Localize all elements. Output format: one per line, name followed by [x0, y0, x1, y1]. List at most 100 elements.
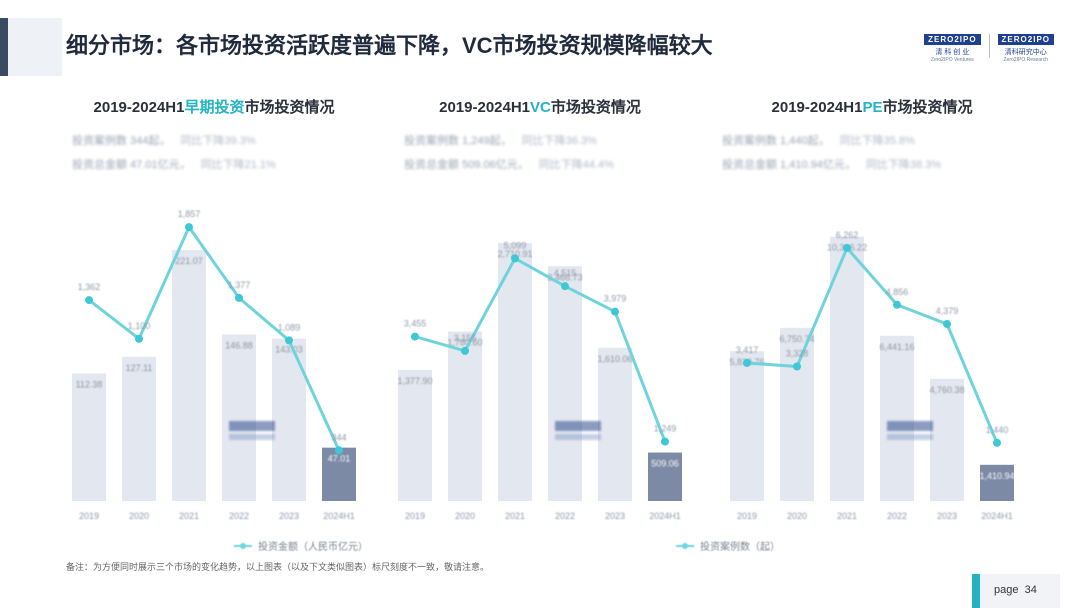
bar — [322, 447, 356, 501]
page-number-box: page 34 — [980, 574, 1060, 608]
logo-mark: ZERO2IPO — [924, 34, 981, 45]
bar-value-label: 6,441.16 — [879, 342, 914, 352]
bar — [830, 236, 864, 501]
bar — [72, 373, 106, 501]
series-line-deals — [746, 245, 999, 444]
watermark-logo — [229, 421, 275, 431]
chart-panel-pe: 2019-2024H1PE市场投资情况 投资案例数 1,440起， 同比下降35.… — [702, 96, 1042, 536]
zero2ipo-research-logo: ZERO2IPO 清科研究中心 Zero2IPO Research — [997, 34, 1054, 63]
line-point — [793, 362, 801, 371]
series-line-deals — [88, 224, 341, 451]
x-tick-label: 2024H1 — [323, 511, 355, 521]
stat-amount: 投资总金额 47.01亿元， 同比下降21.1% — [72, 159, 276, 171]
legend-line: 投资案例数（起） — [676, 538, 780, 553]
chart-title: 2019-2024H1VC市场投资情况 — [370, 96, 710, 117]
bar-value-label: 143.03 — [275, 345, 303, 355]
combo-chart-svg: 112.38 2019 127.11 2020 221.07 2021 146.88 2022… — [72, 209, 356, 521]
watermark-logo-subtext — [887, 434, 933, 440]
chart-title-prefix: 2019-2024H1 — [439, 99, 531, 116]
bar-value-label: 127.11 — [126, 363, 153, 373]
line-point — [561, 282, 569, 291]
bar — [648, 452, 682, 501]
chart-title-highlight: 早期投资 — [184, 99, 245, 116]
logo-en-text: Zero2IPO Research — [1003, 57, 1048, 63]
line-value-label: 5,099 — [504, 240, 527, 250]
line-point — [993, 438, 1001, 447]
line-value-label: 1,100 — [128, 321, 151, 331]
bar — [980, 464, 1014, 501]
line-point — [943, 320, 951, 329]
line-point — [461, 346, 469, 355]
header-band — [0, 18, 62, 76]
legend-bar: 投资金额（人民币亿元） — [234, 538, 368, 553]
chart-title-prefix: 2019-2024H1 — [93, 99, 185, 116]
page-accent-bar — [972, 574, 980, 608]
x-tick-label: 2021 — [179, 511, 199, 521]
bar-value-label: 1,610.06 — [597, 354, 632, 364]
stat-deals: 投资案例数 1,440起， 同比下降35.8% — [722, 135, 915, 147]
x-tick-label: 2019 — [737, 511, 757, 521]
x-tick-label: 2024H1 — [981, 511, 1013, 521]
watermark-logo — [887, 421, 933, 431]
line-value-label: 1,249 — [654, 424, 677, 434]
line-value-label: 344 — [331, 432, 346, 442]
bar-value-label: 221.07 — [175, 256, 203, 266]
line-value-label: 1,857 — [178, 209, 201, 219]
stat-amount: 投资总金额 509.06亿元， 同比下降44.4% — [404, 159, 614, 171]
bar-value-label: 2,466.73 — [547, 272, 582, 282]
bar — [122, 356, 156, 501]
chart-title: 2019-2024H1早期投资市场投资情况 — [44, 96, 384, 117]
line-point — [285, 336, 293, 345]
header-accent-bar — [0, 18, 8, 76]
line-value-label: 3,417 — [736, 345, 759, 355]
stat-deals: 投资案例数 1,249起， 同比下降36.3% — [404, 135, 597, 147]
chart-title-suffix: 市场投资情况 — [244, 99, 335, 116]
line-value-label: 4,856 — [886, 287, 909, 297]
line-point — [511, 254, 519, 263]
x-tick-label: 2020 — [129, 511, 149, 521]
line-point — [135, 334, 143, 343]
line-point — [743, 358, 751, 367]
chart-title-prefix: 2019-2024H1 — [771, 99, 863, 116]
page-title: 细分市场：各市场投资活跃度普遍下降，VC市场投资规模降幅较大 — [66, 33, 713, 58]
bar-value-label: 1,377.90 — [397, 376, 432, 386]
bar-value-label: 1,780.60 — [447, 338, 482, 348]
line-value-label: 1,089 — [278, 322, 301, 332]
line-value-label: 3,328 — [786, 349, 809, 359]
line-value-label: 4,379 — [936, 306, 959, 316]
x-tick-label: 2022 — [229, 511, 249, 521]
legend-swatch — [676, 542, 694, 549]
bar-value-label: 6,750.74 — [779, 334, 814, 344]
line-value-label: 3,455 — [404, 319, 427, 329]
x-tick-label: 2020 — [455, 511, 475, 521]
bar-value-label: 2,710.91 — [497, 249, 532, 259]
bar-value-label: 146.88 — [225, 340, 253, 350]
bar-value-label: 509.06 — [651, 459, 679, 469]
line-point — [85, 296, 93, 305]
bar — [780, 327, 814, 501]
logo-divider — [988, 34, 990, 58]
legend-swatch — [234, 542, 252, 549]
bar — [172, 250, 206, 501]
line-value-label: 3,155 — [454, 333, 477, 343]
bar — [598, 347, 632, 501]
brand-logos: ZERO2IPO 清 科 创 业 Zero2IPO Ventures ZERO2… — [924, 34, 1054, 63]
line-value-label: 1,377 — [228, 280, 251, 290]
bar-value-label: 47.01 — [328, 454, 351, 464]
x-tick-label: 2023 — [279, 511, 299, 521]
watermark-logo-subtext — [229, 434, 275, 440]
stat-amount: 投资总金额 1,410.94亿元， 同比下降38.3% — [722, 159, 942, 171]
legend-label: 投资案例数（起） — [700, 542, 780, 553]
bar — [730, 351, 764, 501]
bar-value-label: 112.38 — [76, 379, 103, 389]
watermark-logo-subtext — [555, 434, 601, 440]
bar — [222, 334, 256, 501]
bar — [548, 266, 582, 501]
line-point — [893, 300, 901, 309]
x-tick-label: 2020 — [787, 511, 807, 521]
line-point — [185, 223, 193, 232]
combo-chart-svg: 5,839.7620196,750.74202010,306.2220216,4… — [729, 230, 1014, 521]
line-point — [411, 332, 419, 341]
combo-chart-svg: 1,377.90 2019 1,780.60 2020 2,710.91 2021 2,46… — [397, 240, 682, 521]
logo-cn-text: 清 科 创 业 — [935, 49, 970, 56]
